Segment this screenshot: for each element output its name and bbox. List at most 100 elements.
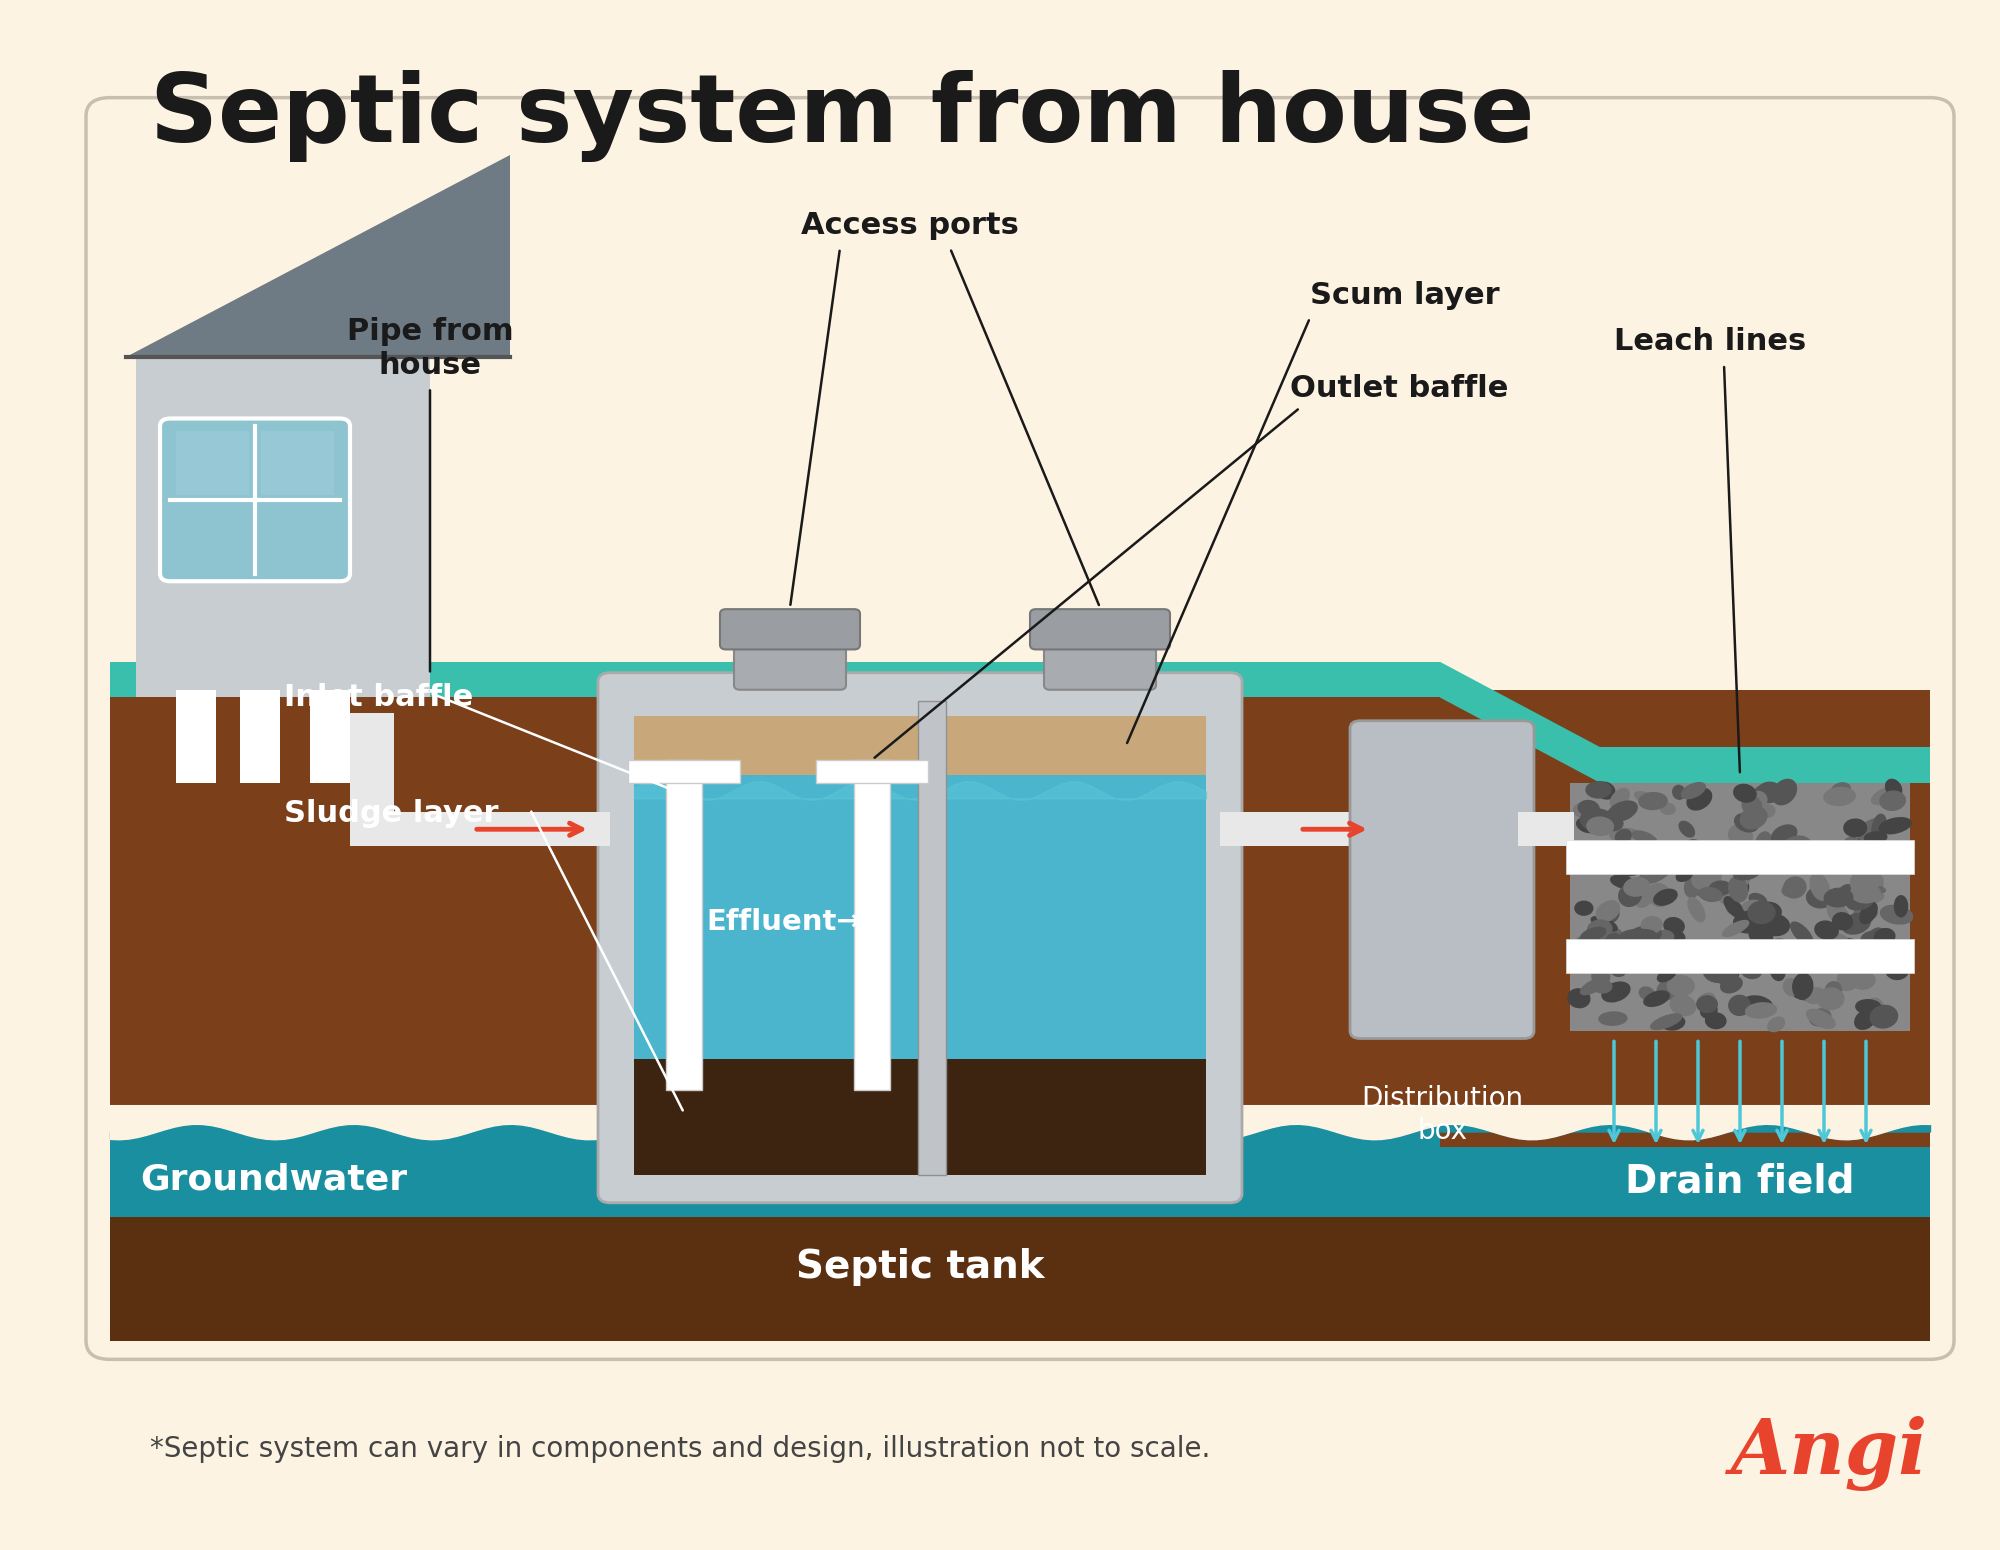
Ellipse shape: [1830, 783, 1850, 798]
Ellipse shape: [1644, 853, 1668, 874]
Polygon shape: [126, 155, 510, 356]
Ellipse shape: [1840, 885, 1854, 896]
Ellipse shape: [1734, 879, 1748, 897]
Ellipse shape: [1578, 950, 1600, 969]
Ellipse shape: [1850, 883, 1880, 902]
Ellipse shape: [1784, 978, 1800, 995]
Ellipse shape: [1592, 851, 1614, 870]
Ellipse shape: [1860, 944, 1876, 956]
Ellipse shape: [1880, 818, 1912, 834]
Ellipse shape: [1758, 842, 1776, 865]
Ellipse shape: [1594, 809, 1616, 825]
Ellipse shape: [1760, 804, 1774, 817]
Text: Inlet baffle: Inlet baffle: [284, 684, 474, 711]
Ellipse shape: [1586, 817, 1614, 835]
FancyBboxPatch shape: [110, 1217, 1930, 1341]
Ellipse shape: [1758, 939, 1786, 953]
Ellipse shape: [1610, 789, 1630, 808]
Ellipse shape: [1728, 825, 1752, 846]
Ellipse shape: [1826, 933, 1848, 952]
Ellipse shape: [1806, 1009, 1836, 1028]
FancyBboxPatch shape: [310, 690, 350, 783]
Ellipse shape: [1610, 828, 1638, 840]
Ellipse shape: [1734, 784, 1756, 801]
Ellipse shape: [1632, 846, 1656, 865]
Ellipse shape: [1576, 817, 1600, 832]
Ellipse shape: [1756, 832, 1772, 854]
Ellipse shape: [1854, 1009, 1876, 1029]
FancyBboxPatch shape: [1350, 721, 1534, 1038]
Ellipse shape: [1602, 983, 1630, 1001]
Ellipse shape: [1632, 831, 1656, 845]
Ellipse shape: [1634, 792, 1662, 808]
Ellipse shape: [1704, 964, 1728, 983]
Ellipse shape: [1592, 938, 1610, 961]
Ellipse shape: [1742, 963, 1762, 978]
Ellipse shape: [1818, 987, 1844, 1009]
Ellipse shape: [1866, 928, 1884, 947]
Ellipse shape: [1718, 888, 1740, 905]
Ellipse shape: [1586, 955, 1600, 970]
FancyBboxPatch shape: [918, 701, 946, 1175]
Text: Outlet baffle: Outlet baffle: [1290, 374, 1508, 403]
FancyBboxPatch shape: [240, 690, 280, 783]
Ellipse shape: [1698, 994, 1714, 1008]
Ellipse shape: [1844, 818, 1866, 837]
FancyBboxPatch shape: [634, 775, 1206, 1059]
Ellipse shape: [1684, 946, 1702, 961]
Ellipse shape: [1880, 905, 1912, 924]
Ellipse shape: [1814, 921, 1838, 939]
Ellipse shape: [1662, 1015, 1684, 1031]
Ellipse shape: [1756, 783, 1782, 803]
Ellipse shape: [1726, 902, 1742, 914]
Ellipse shape: [1700, 1003, 1718, 1018]
FancyBboxPatch shape: [1600, 747, 1930, 783]
Ellipse shape: [1618, 883, 1642, 907]
Text: Effluent→: Effluent→: [706, 908, 860, 936]
Ellipse shape: [1826, 981, 1842, 998]
Text: Septic tank: Septic tank: [796, 1248, 1044, 1286]
Ellipse shape: [1580, 944, 1600, 963]
Ellipse shape: [1852, 973, 1876, 989]
Ellipse shape: [1698, 849, 1724, 866]
Ellipse shape: [1596, 928, 1622, 947]
Ellipse shape: [1742, 797, 1762, 815]
FancyBboxPatch shape: [160, 418, 350, 581]
Text: Angi: Angi: [1732, 1417, 1928, 1491]
Ellipse shape: [1870, 1006, 1898, 1028]
Ellipse shape: [1660, 930, 1684, 949]
Ellipse shape: [1618, 857, 1650, 876]
FancyBboxPatch shape: [176, 431, 250, 494]
Ellipse shape: [1700, 888, 1722, 901]
Ellipse shape: [1734, 911, 1764, 933]
Ellipse shape: [1740, 901, 1762, 914]
FancyBboxPatch shape: [1030, 609, 1170, 649]
Ellipse shape: [1640, 987, 1654, 1000]
Ellipse shape: [1806, 887, 1834, 908]
Ellipse shape: [1628, 925, 1662, 945]
Ellipse shape: [1824, 888, 1852, 907]
FancyBboxPatch shape: [260, 431, 334, 494]
Ellipse shape: [1856, 1000, 1882, 1014]
Ellipse shape: [1782, 883, 1800, 897]
FancyBboxPatch shape: [816, 760, 928, 783]
Ellipse shape: [1706, 1012, 1726, 1029]
Ellipse shape: [1866, 942, 1894, 956]
Ellipse shape: [1646, 860, 1660, 871]
Ellipse shape: [1658, 976, 1686, 1000]
Ellipse shape: [1670, 995, 1696, 1015]
Ellipse shape: [1850, 870, 1878, 896]
Ellipse shape: [1644, 990, 1670, 1006]
FancyBboxPatch shape: [666, 760, 702, 1090]
Ellipse shape: [1656, 930, 1674, 942]
Ellipse shape: [1720, 944, 1742, 958]
Ellipse shape: [1772, 825, 1796, 845]
Ellipse shape: [1724, 897, 1744, 918]
FancyBboxPatch shape: [350, 809, 394, 846]
Ellipse shape: [1860, 902, 1878, 924]
Ellipse shape: [1594, 980, 1612, 994]
Ellipse shape: [1574, 901, 1592, 914]
Ellipse shape: [1894, 896, 1908, 916]
Ellipse shape: [1824, 956, 1848, 967]
Ellipse shape: [1568, 989, 1590, 1008]
